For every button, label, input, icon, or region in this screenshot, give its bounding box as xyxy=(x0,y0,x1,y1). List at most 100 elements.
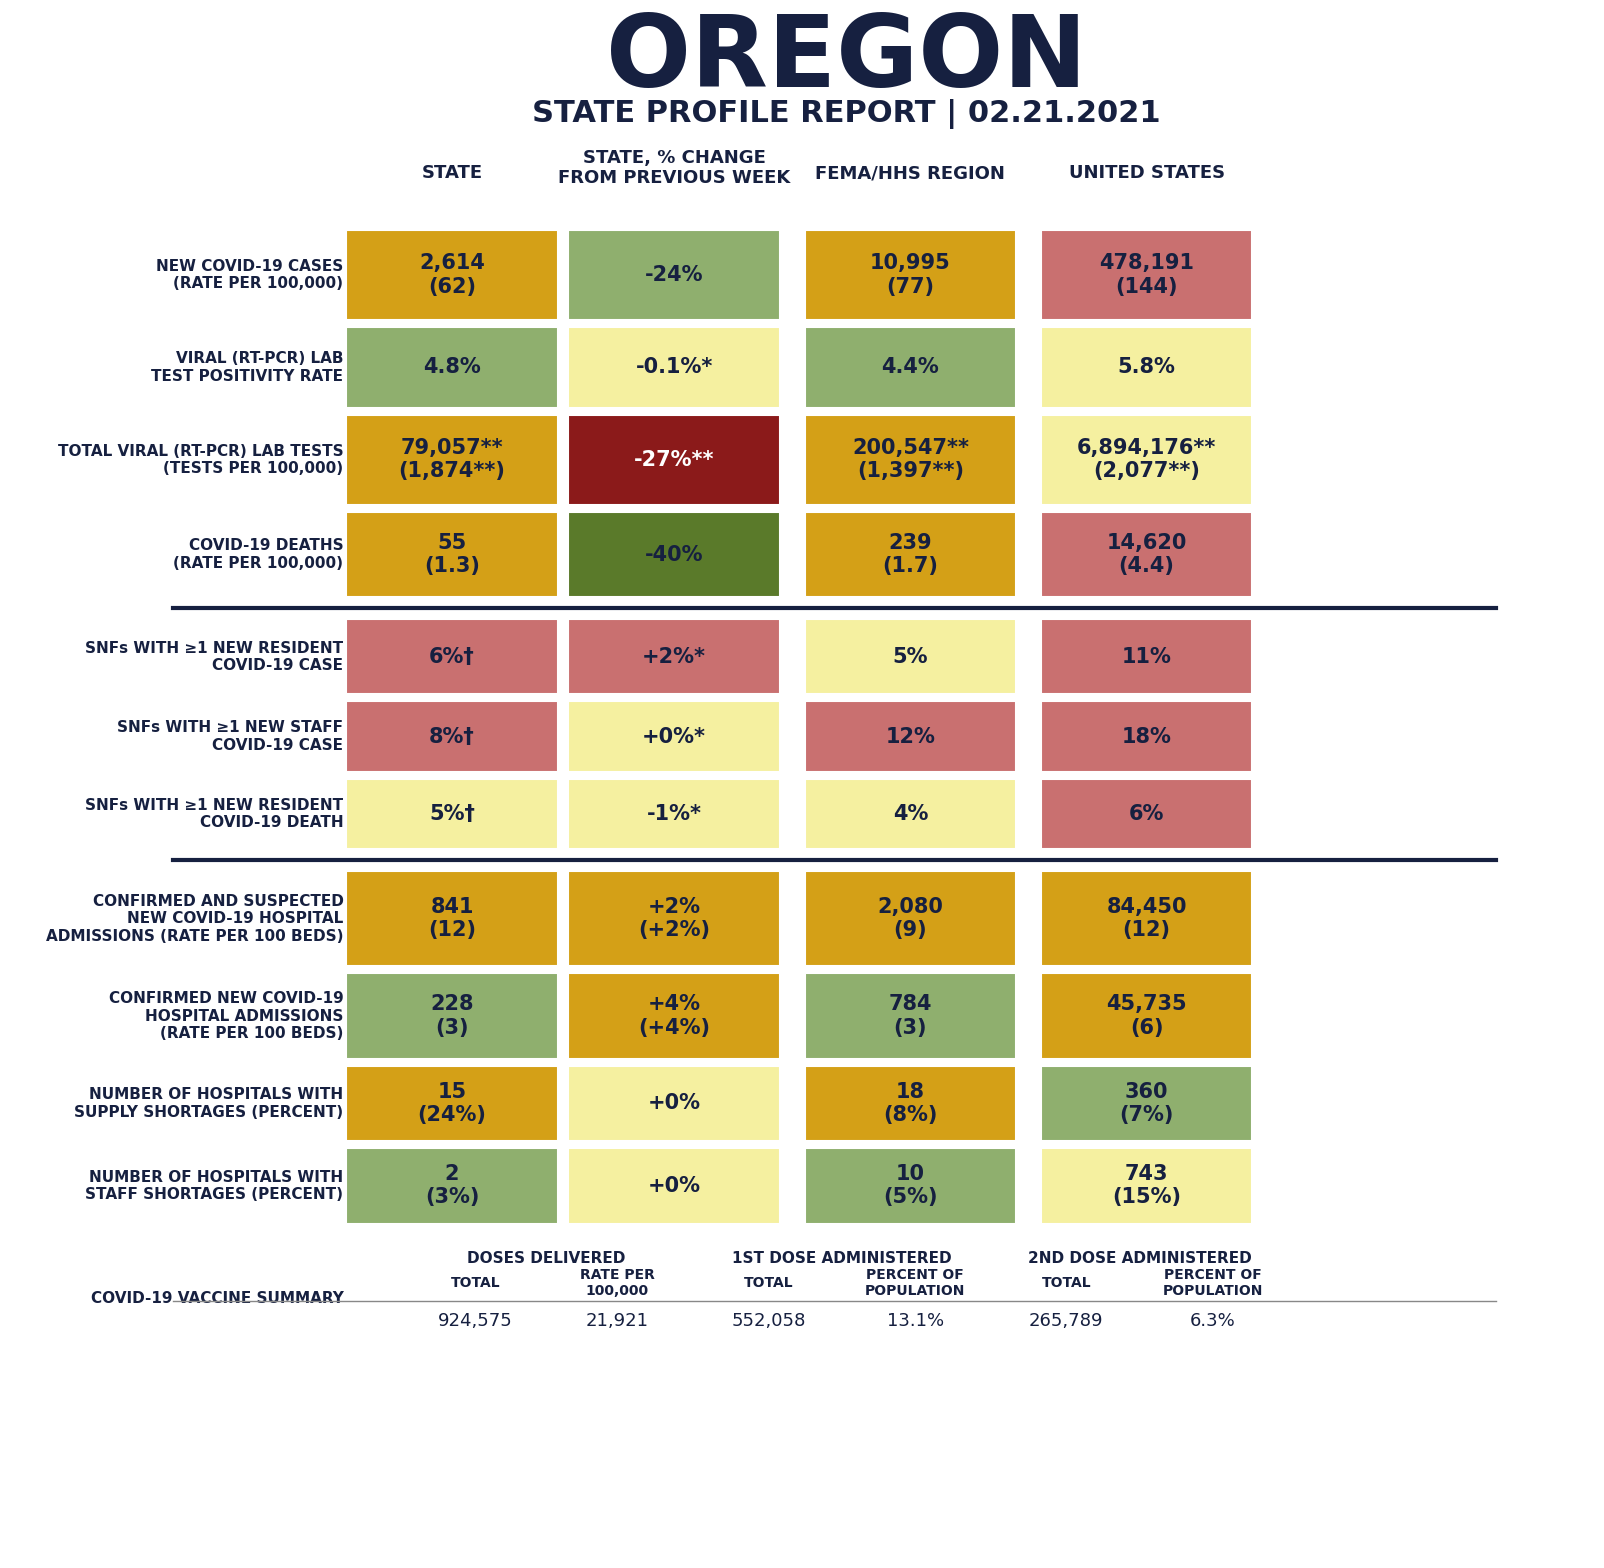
FancyBboxPatch shape xyxy=(568,974,780,1058)
FancyBboxPatch shape xyxy=(346,1148,558,1223)
Text: SNFs WITH ≥1 NEW RESIDENT
COVID-19 DEATH: SNFs WITH ≥1 NEW RESIDENT COVID-19 DEATH xyxy=(85,798,343,831)
Text: NUMBER OF HOSPITALS WITH
STAFF SHORTAGES (PERCENT): NUMBER OF HOSPITALS WITH STAFF SHORTAGES… xyxy=(85,1170,343,1203)
Text: 743
(15%): 743 (15%) xyxy=(1112,1163,1181,1207)
Text: FEMA/HHS REGION: FEMA/HHS REGION xyxy=(815,165,1006,182)
FancyBboxPatch shape xyxy=(568,619,780,695)
Text: +2%*: +2%* xyxy=(642,646,706,666)
Text: 924,575: 924,575 xyxy=(438,1312,513,1330)
Text: SNFs WITH ≥1 NEW RESIDENT
COVID-19 CASE: SNFs WITH ≥1 NEW RESIDENT COVID-19 CASE xyxy=(85,641,343,673)
FancyBboxPatch shape xyxy=(346,328,558,408)
Text: 552,058: 552,058 xyxy=(731,1312,805,1330)
FancyBboxPatch shape xyxy=(568,511,780,597)
Text: +0%: +0% xyxy=(648,1093,701,1113)
Text: 6.3%: 6.3% xyxy=(1190,1312,1235,1330)
Text: +0%: +0% xyxy=(648,1176,701,1196)
FancyBboxPatch shape xyxy=(1041,511,1253,597)
Text: 12%: 12% xyxy=(885,726,935,746)
FancyBboxPatch shape xyxy=(568,230,780,320)
FancyBboxPatch shape xyxy=(568,1066,780,1142)
FancyBboxPatch shape xyxy=(805,511,1017,597)
FancyBboxPatch shape xyxy=(805,974,1017,1058)
Text: 13.1%: 13.1% xyxy=(887,1312,943,1330)
FancyBboxPatch shape xyxy=(1041,701,1253,771)
Text: 478,191
(144): 478,191 (144) xyxy=(1099,254,1193,296)
FancyBboxPatch shape xyxy=(1041,1148,1253,1223)
Text: 841
(12): 841 (12) xyxy=(428,897,476,941)
Text: 10
(5%): 10 (5%) xyxy=(884,1163,938,1207)
Text: COVID-19 VACCINE SUMMARY: COVID-19 VACCINE SUMMARY xyxy=(90,1290,343,1306)
Text: 6%: 6% xyxy=(1129,804,1165,825)
FancyBboxPatch shape xyxy=(1041,779,1253,850)
FancyBboxPatch shape xyxy=(346,1066,558,1142)
FancyBboxPatch shape xyxy=(1041,230,1253,320)
FancyBboxPatch shape xyxy=(1041,974,1253,1058)
Text: 784
(3): 784 (3) xyxy=(889,994,932,1038)
Text: 21,921: 21,921 xyxy=(585,1312,650,1330)
FancyBboxPatch shape xyxy=(346,779,558,850)
Text: DOSES DELIVERED: DOSES DELIVERED xyxy=(467,1251,626,1265)
Text: +4%
(+4%): +4% (+4%) xyxy=(638,994,711,1038)
FancyBboxPatch shape xyxy=(346,414,558,505)
Text: VIRAL (RT-PCR) LAB
TEST POSITIVITY RATE: VIRAL (RT-PCR) LAB TEST POSITIVITY RATE xyxy=(151,351,343,384)
Text: TOTAL: TOTAL xyxy=(1041,1276,1091,1290)
Text: 15
(24%): 15 (24%) xyxy=(417,1082,486,1126)
FancyBboxPatch shape xyxy=(1041,619,1253,695)
Text: 5%†: 5%† xyxy=(430,804,475,825)
Text: TOTAL: TOTAL xyxy=(744,1276,794,1290)
FancyBboxPatch shape xyxy=(805,701,1017,771)
Text: NEW COVID-19 CASES
(RATE PER 100,000): NEW COVID-19 CASES (RATE PER 100,000) xyxy=(156,259,343,292)
Text: 2ND DOSE ADMINISTERED: 2ND DOSE ADMINISTERED xyxy=(1028,1251,1251,1265)
Text: TOTAL VIRAL (RT-PCR) LAB TESTS
(TESTS PER 100,000): TOTAL VIRAL (RT-PCR) LAB TESTS (TESTS PE… xyxy=(58,444,343,477)
Text: 265,789: 265,789 xyxy=(1030,1312,1104,1330)
Text: RATE PER
100,000: RATE PER 100,000 xyxy=(581,1269,654,1298)
Text: OREGON: OREGON xyxy=(606,11,1086,108)
Text: 6,894,176**
(2,077**): 6,894,176** (2,077**) xyxy=(1076,437,1216,481)
Text: 2,080
(9): 2,080 (9) xyxy=(877,897,943,941)
FancyBboxPatch shape xyxy=(568,701,780,771)
Text: -0.1%*: -0.1%* xyxy=(635,358,712,378)
Text: 45,735
(6): 45,735 (6) xyxy=(1107,994,1187,1038)
Text: -40%: -40% xyxy=(645,544,704,564)
FancyBboxPatch shape xyxy=(346,511,558,597)
Text: 5%: 5% xyxy=(893,646,929,666)
Text: 2
(3%): 2 (3%) xyxy=(425,1163,480,1207)
Text: STATE PROFILE REPORT | 02.21.2021: STATE PROFILE REPORT | 02.21.2021 xyxy=(533,99,1160,129)
FancyBboxPatch shape xyxy=(1041,872,1253,966)
FancyBboxPatch shape xyxy=(805,1148,1017,1223)
FancyBboxPatch shape xyxy=(1041,414,1253,505)
Text: 4%: 4% xyxy=(893,804,929,825)
Text: -1%*: -1%* xyxy=(646,804,701,825)
Text: FROM PREVIOUS WEEK: FROM PREVIOUS WEEK xyxy=(558,169,791,187)
FancyBboxPatch shape xyxy=(805,619,1017,695)
Text: PERCENT OF
POPULATION: PERCENT OF POPULATION xyxy=(865,1269,966,1298)
Text: 360
(7%): 360 (7%) xyxy=(1120,1082,1174,1126)
Text: STATE: STATE xyxy=(422,165,483,182)
Text: 11%: 11% xyxy=(1121,646,1171,666)
Text: STATE, % CHANGE: STATE, % CHANGE xyxy=(582,149,765,168)
Text: 200,547**
(1,397**): 200,547** (1,397**) xyxy=(852,437,969,481)
Text: 6%†: 6%† xyxy=(430,646,475,666)
FancyBboxPatch shape xyxy=(568,872,780,966)
Text: COVID-19 DEATHS
(RATE PER 100,000): COVID-19 DEATHS (RATE PER 100,000) xyxy=(173,538,343,571)
Text: SNFs WITH ≥1 NEW STAFF
COVID-19 CASE: SNFs WITH ≥1 NEW STAFF COVID-19 CASE xyxy=(117,720,343,753)
Text: 1ST DOSE ADMINISTERED: 1ST DOSE ADMINISTERED xyxy=(731,1251,951,1265)
Text: 4.8%: 4.8% xyxy=(423,358,481,378)
FancyBboxPatch shape xyxy=(1041,1066,1253,1142)
Text: 2,614
(62): 2,614 (62) xyxy=(419,254,484,296)
FancyBboxPatch shape xyxy=(346,872,558,966)
Text: PERCENT OF
POPULATION: PERCENT OF POPULATION xyxy=(1163,1269,1262,1298)
Text: NUMBER OF HOSPITALS WITH
SUPPLY SHORTAGES (PERCENT): NUMBER OF HOSPITALS WITH SUPPLY SHORTAGE… xyxy=(74,1087,343,1120)
FancyBboxPatch shape xyxy=(805,779,1017,850)
FancyBboxPatch shape xyxy=(1041,328,1253,408)
Text: 79,057**
(1,874**): 79,057** (1,874**) xyxy=(399,437,505,481)
Text: TOTAL: TOTAL xyxy=(451,1276,500,1290)
Text: -27%**: -27%** xyxy=(634,450,714,470)
FancyBboxPatch shape xyxy=(568,779,780,850)
Text: 228
(3): 228 (3) xyxy=(430,994,473,1038)
FancyBboxPatch shape xyxy=(568,328,780,408)
Text: 84,450
(12): 84,450 (12) xyxy=(1107,897,1187,941)
FancyBboxPatch shape xyxy=(805,328,1017,408)
FancyBboxPatch shape xyxy=(568,1148,780,1223)
Text: 14,620
(4.4): 14,620 (4.4) xyxy=(1107,533,1187,575)
FancyBboxPatch shape xyxy=(805,1066,1017,1142)
